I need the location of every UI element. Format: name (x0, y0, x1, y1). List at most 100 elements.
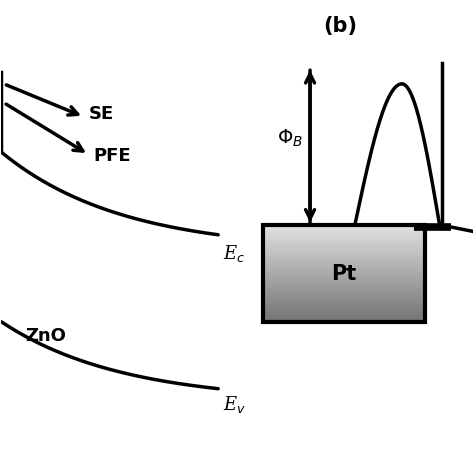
Bar (263, 312, 426, 313)
Bar (263, 287, 426, 288)
Bar (263, 236, 426, 237)
Bar (263, 284, 426, 285)
Bar (263, 305, 426, 306)
Bar (263, 313, 426, 314)
Bar (263, 316, 426, 317)
Bar (263, 238, 426, 239)
Bar (263, 309, 426, 310)
Bar (263, 271, 426, 272)
Bar (263, 311, 426, 312)
Bar (263, 277, 426, 278)
Bar (263, 285, 426, 286)
Bar (263, 290, 426, 291)
Bar (263, 320, 426, 321)
Bar (263, 283, 426, 284)
Bar (263, 301, 426, 302)
Bar (263, 229, 426, 230)
Text: $\Phi_B$: $\Phi_B$ (277, 128, 303, 149)
Bar (263, 248, 426, 249)
Bar (263, 232, 426, 233)
Text: ZnO: ZnO (25, 327, 66, 345)
Bar (263, 321, 426, 322)
Bar (263, 299, 426, 300)
Bar (263, 285, 426, 286)
Bar (263, 235, 426, 236)
Bar (263, 276, 426, 277)
Bar (263, 262, 426, 263)
Bar (263, 253, 426, 254)
Bar (263, 317, 426, 318)
Bar (263, 298, 426, 299)
Text: (b): (b) (324, 16, 358, 36)
Bar (263, 225, 426, 226)
Bar (263, 234, 426, 235)
Bar (263, 239, 426, 240)
Bar (263, 296, 426, 297)
Bar (263, 312, 426, 313)
Bar (263, 234, 426, 235)
Bar (263, 263, 426, 264)
Bar (263, 275, 426, 276)
Bar (263, 257, 426, 258)
Text: Pt: Pt (332, 264, 357, 283)
Bar (263, 269, 426, 270)
Bar (263, 292, 426, 293)
Text: E$_v$: E$_v$ (223, 394, 246, 415)
Bar (263, 230, 426, 231)
Bar (263, 287, 426, 288)
Bar (263, 252, 426, 253)
Bar (263, 318, 426, 319)
Bar (263, 279, 426, 280)
Bar (263, 308, 426, 309)
Bar (263, 249, 426, 250)
Bar (263, 256, 426, 257)
Bar (263, 231, 426, 232)
Bar (263, 241, 426, 242)
Bar (263, 226, 426, 227)
Bar (263, 242, 426, 243)
Bar (263, 254, 426, 255)
Bar (263, 245, 426, 246)
Bar (263, 306, 426, 307)
Text: PFE: PFE (93, 147, 131, 165)
Bar (263, 273, 426, 274)
Bar (263, 286, 426, 287)
Bar (263, 260, 426, 261)
Bar (263, 266, 426, 267)
Bar (263, 250, 426, 251)
Bar (263, 261, 426, 262)
Bar (263, 281, 426, 282)
Bar (263, 228, 426, 229)
Bar (263, 295, 426, 296)
Bar (263, 236, 426, 237)
Bar (263, 243, 426, 244)
Bar (263, 319, 426, 320)
Bar (263, 265, 426, 266)
Bar (263, 272, 426, 273)
Bar (263, 261, 426, 262)
Bar (263, 314, 426, 315)
Bar (263, 288, 426, 289)
Bar (263, 293, 426, 294)
Bar (263, 246, 426, 247)
Bar (263, 267, 426, 268)
Bar (263, 286, 426, 287)
Bar (263, 315, 426, 316)
Bar (263, 244, 426, 245)
Bar (263, 291, 426, 292)
Bar (263, 300, 426, 301)
Bar (263, 227, 426, 228)
Bar (263, 302, 426, 303)
Bar (263, 303, 426, 304)
Bar (263, 260, 426, 261)
Bar (263, 278, 426, 279)
Bar (263, 282, 426, 283)
Bar (263, 258, 426, 259)
Bar (263, 311, 426, 312)
Bar (263, 233, 426, 234)
Bar (263, 270, 426, 271)
Text: SE: SE (89, 106, 114, 124)
Text: E$_c$: E$_c$ (223, 243, 245, 264)
Bar (263, 259, 426, 260)
Bar (263, 289, 426, 290)
